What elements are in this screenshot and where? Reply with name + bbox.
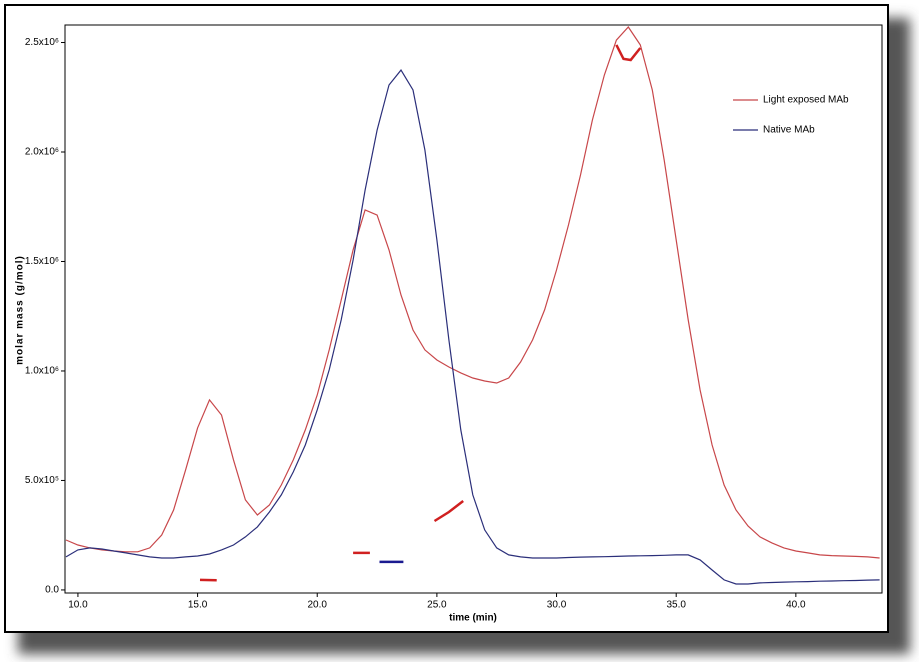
x-tick-label: 25.0 bbox=[427, 600, 447, 611]
x-tick-label: 10.0 bbox=[68, 600, 88, 611]
y-tick-label: 0.0 bbox=[45, 585, 59, 596]
y-tick-label: 1.0x10⁶ bbox=[25, 366, 59, 377]
y-tick-label: 1.5x10⁶ bbox=[25, 256, 59, 267]
x-tick-label: 40.0 bbox=[786, 600, 806, 611]
x-tick-label: 30.0 bbox=[547, 600, 567, 611]
y-tick-label: 2.0x10⁶ bbox=[25, 147, 59, 158]
y-tick-label: 2.5x10⁶ bbox=[25, 37, 59, 48]
y-tick-label: 5.0x10⁵ bbox=[25, 475, 59, 486]
x-axis-label: time (min) bbox=[449, 613, 497, 624]
x-tick-label: 35.0 bbox=[666, 600, 686, 611]
x-tick-label: 15.0 bbox=[188, 600, 208, 611]
x-tick-label: 20.0 bbox=[307, 600, 327, 611]
legend-label: Native MAb bbox=[763, 125, 815, 136]
y-axis-label: molar mass (g/mol) bbox=[15, 255, 26, 365]
legend-label: Light exposed MAb bbox=[763, 95, 849, 106]
